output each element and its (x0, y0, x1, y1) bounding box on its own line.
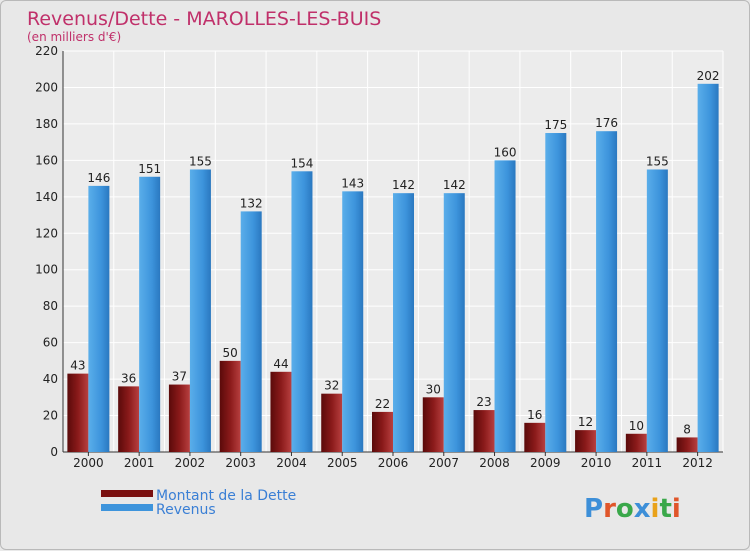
bar-revenus (189, 169, 211, 452)
data-label-revenus: 202 (697, 69, 720, 83)
y-tick-label: 200 (35, 80, 58, 94)
data-label-revenus: 176 (595, 116, 618, 130)
bar-revenus (88, 185, 110, 452)
x-tick-label: 2001 (124, 456, 155, 470)
x-tick-label: 2009 (530, 456, 561, 470)
data-label-dette: 36 (121, 371, 136, 385)
data-label-revenus: 142 (443, 178, 466, 192)
data-label-revenus: 160 (494, 145, 517, 159)
legend: Montant de la Dette Revenus (101, 488, 296, 518)
y-tick-label: 100 (35, 263, 58, 277)
data-label-revenus: 155 (189, 154, 212, 168)
x-tick-label: 2003 (225, 456, 256, 470)
bar-dette (473, 410, 495, 452)
data-label-dette: 10 (629, 419, 644, 433)
y-tick-label: 40 (43, 372, 58, 386)
data-label-revenus: 132 (240, 196, 263, 210)
x-tick-label: 2006 (378, 456, 409, 470)
bar-revenus (596, 131, 618, 452)
bar-revenus (494, 160, 516, 452)
data-label-dette: 50 (223, 346, 238, 360)
bar-revenus (342, 191, 364, 452)
data-label-dette: 43 (70, 359, 85, 373)
x-tick-label: 2012 (682, 456, 713, 470)
data-label-revenus: 146 (87, 171, 110, 185)
y-tick-label: 0 (50, 445, 58, 459)
bar-revenus (240, 211, 262, 452)
svg-text:Proxiti: Proxiti (584, 494, 681, 524)
bar-dette (372, 411, 393, 452)
data-label-dette: 32 (324, 379, 339, 393)
y-tick-label: 140 (35, 190, 58, 204)
y-tick-label: 80 (43, 299, 58, 313)
bar-dette (575, 430, 597, 452)
x-tick-label: 2002 (175, 456, 206, 470)
bar-revenus (291, 171, 313, 453)
y-tick-label: 60 (43, 336, 58, 350)
data-label-dette: 12 (578, 415, 593, 429)
x-tick-label: 2005 (327, 456, 358, 470)
x-tick-label: 2011 (632, 456, 663, 470)
bar-revenus (393, 193, 414, 452)
bar-dette (676, 437, 698, 452)
y-tick-label: 120 (35, 226, 58, 240)
bar-revenus (545, 133, 567, 453)
data-label-dette: 23 (476, 395, 491, 409)
bar-dette (168, 384, 190, 452)
data-label-dette: 16 (527, 408, 542, 422)
bar-dette (625, 433, 647, 452)
data-label-dette: 37 (172, 370, 187, 384)
bar-dette (118, 386, 140, 452)
bar-dette (270, 371, 292, 452)
bar-dette (67, 373, 89, 452)
x-tick-label: 2010 (581, 456, 612, 470)
legend-label-revenus: Revenus (156, 502, 216, 518)
data-label-revenus: 142 (392, 178, 415, 192)
y-tick-label: 20 (43, 409, 58, 423)
data-label-dette: 8 (683, 422, 691, 436)
x-tick-label: 2000 (73, 456, 104, 470)
data-label-revenus: 155 (646, 154, 669, 168)
legend-label-dette: Montant de la Dette (156, 488, 296, 504)
proxiti-logo: Proxiti (584, 494, 681, 524)
bar-revenus (646, 169, 668, 452)
bar-revenus (139, 176, 161, 452)
bar-dette (524, 422, 546, 452)
bar-revenus (697, 83, 719, 453)
x-tick-label: 2007 (428, 456, 459, 470)
x-tick-label: 2004 (276, 456, 307, 470)
x-tick-label: 2008 (479, 456, 510, 470)
data-label-dette: 30 (426, 382, 441, 396)
data-labels: 43 146 36 151 37 155 50 132 44 154 32 143 22 142 30 142… (70, 69, 719, 437)
data-label-dette: 44 (273, 357, 288, 371)
data-label-revenus: 154 (291, 156, 314, 170)
bar-dette (321, 393, 343, 452)
y-tick-label: 180 (35, 117, 58, 131)
bar-dette (422, 397, 444, 452)
legend-swatch-revenus (101, 504, 153, 511)
data-label-dette: 22 (375, 397, 390, 411)
legend-swatch-dette (101, 490, 153, 497)
bar-revenus (443, 193, 465, 452)
bars (67, 83, 719, 453)
data-label-revenus: 175 (544, 118, 567, 132)
chart-title: Revenus/Dette - MAROLLES-LES-BUIS (27, 8, 381, 30)
data-label-revenus: 151 (138, 162, 161, 176)
y-tick-label: 160 (35, 153, 58, 167)
chart-subtitle: (en milliers d'€) (27, 30, 121, 44)
data-label-revenus: 143 (341, 176, 364, 190)
bar-dette (219, 360, 241, 452)
y-tick-label: 220 (35, 44, 58, 58)
